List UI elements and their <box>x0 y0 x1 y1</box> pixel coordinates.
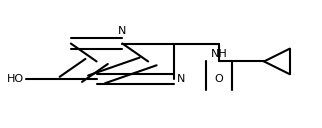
Text: NH: NH <box>211 49 227 59</box>
Text: N: N <box>177 74 185 84</box>
Text: O: O <box>214 74 223 84</box>
Text: N: N <box>118 26 127 36</box>
Text: HO: HO <box>7 74 24 84</box>
